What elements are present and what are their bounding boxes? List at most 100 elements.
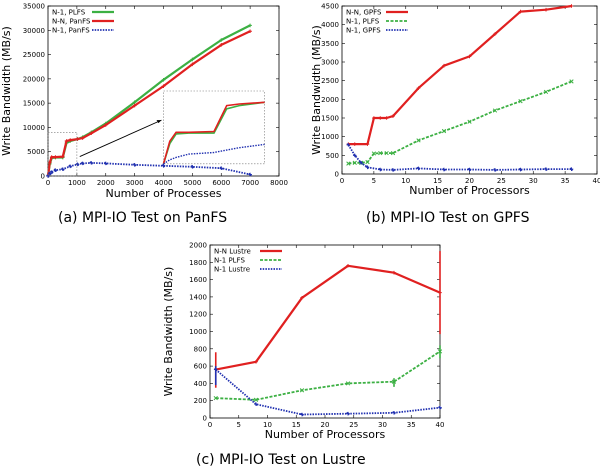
y-tick-label: 3000: [321, 59, 339, 67]
legend-label: N-N Lustre: [214, 248, 251, 256]
x-tick-label: 2000: [97, 179, 115, 187]
data-point: [89, 131, 94, 136]
data-point: [493, 32, 497, 36]
y-tick-label: 10000: [23, 124, 45, 132]
data-point: [384, 116, 389, 120]
x-tick-label: 25: [349, 421, 358, 429]
x-tick-label: 35: [561, 177, 570, 185]
data-point: [161, 164, 166, 168]
data-point: [80, 161, 85, 166]
data-point: [378, 150, 383, 156]
series-line-0: [348, 4, 572, 146]
x-tick-label: 40: [436, 421, 445, 429]
caption-b: (b) MPI-IO Test on GPFS: [366, 210, 530, 226]
data-point: [493, 168, 497, 172]
y-tick-label: 1800: [189, 259, 207, 267]
x-axis-label: Number of Processors: [265, 428, 386, 441]
y-tick-label: 1600: [189, 276, 207, 284]
data-point: [49, 170, 54, 174]
x-axis-label: Number of Processes: [105, 187, 221, 200]
x-tick-label: 5000: [183, 179, 201, 187]
data-point: [254, 359, 258, 364]
data-point: [442, 167, 446, 172]
data-point: [300, 412, 304, 417]
data-point: [132, 163, 137, 167]
data-point: [346, 161, 351, 166]
data-point: [345, 381, 351, 386]
data-point: [60, 167, 65, 171]
series-line-1: [348, 80, 572, 165]
y-tick-label: 2000: [189, 242, 207, 250]
data-point: [53, 155, 58, 159]
data-point: [219, 38, 224, 42]
data-point: [467, 167, 472, 172]
caption-c: (c) MPI-IO Test on Lustre: [196, 452, 366, 468]
x-tick-label: 25: [497, 177, 506, 185]
series-line-2: [215, 368, 441, 416]
legend-label: N-N, GPFS: [346, 9, 382, 17]
data-point: [467, 119, 472, 124]
data-point: [492, 108, 498, 113]
data-point: [299, 388, 305, 393]
data-point: [248, 172, 252, 177]
legend-label: N-1 PLFS: [214, 257, 245, 265]
y-tick-label: 5000: [27, 148, 45, 156]
data-point: [190, 62, 195, 67]
data-point: [75, 137, 80, 141]
x-tick-label: 6000: [212, 179, 230, 187]
x-tick-label: 20: [321, 421, 330, 429]
data-point: [518, 99, 523, 104]
y-axis-label: Write Bandwidth (MB/s): [310, 25, 323, 155]
data-point: [518, 167, 523, 172]
data-point: [390, 150, 396, 156]
data-point: [352, 142, 357, 146]
data-point: [161, 84, 166, 88]
y-tick-label: 400: [194, 380, 207, 388]
data-point: [378, 167, 383, 172]
data-point: [384, 150, 389, 156]
x-tick-label: 7000: [241, 179, 259, 187]
x-tick-label: 10: [263, 421, 272, 429]
series-line-0: [215, 264, 441, 371]
x-tick-label: 0: [46, 179, 50, 187]
data-point: [213, 395, 218, 401]
data-point: [253, 397, 259, 402]
y-tick-label: 0: [335, 171, 339, 179]
arrow-head-icon: [156, 120, 162, 124]
legend-label: N-1, PLFS: [52, 9, 86, 17]
data-point: [442, 63, 446, 68]
data-point: [391, 168, 395, 172]
data-point: [518, 9, 523, 14]
data-point: [132, 100, 137, 104]
y-tick-label: 15000: [23, 100, 45, 108]
x-tick-label: 10: [401, 177, 410, 185]
data-point: [68, 138, 72, 142]
y-tick-label: 1500: [321, 115, 339, 123]
x-tick-label: 0: [340, 177, 344, 185]
chart-2: 0 5 10 15 20 25 30 35 40020040060080010001200140…: [162, 242, 444, 442]
x-tick-label: 0: [208, 421, 212, 429]
data-point: [441, 128, 447, 134]
x-tick-label: 35: [407, 421, 416, 429]
data-point: [64, 139, 69, 143]
data-point: [569, 79, 574, 84]
data-point: [219, 166, 224, 171]
data-point: [359, 161, 363, 165]
data-point: [161, 78, 166, 82]
data-point: [80, 136, 85, 140]
data-point: [544, 167, 548, 171]
data-point: [569, 4, 574, 8]
data-point: [416, 86, 421, 90]
data-point: [190, 57, 195, 62]
y-tick-label: 2500: [321, 77, 339, 85]
zoom-region-box: [47, 131, 78, 177]
data-point: [365, 159, 370, 165]
data-point: [68, 164, 72, 169]
data-point: [543, 89, 549, 95]
data-point: [346, 411, 350, 416]
data-point: [346, 143, 351, 147]
y-tick-label: 0: [41, 173, 45, 181]
data-point: [438, 405, 442, 410]
data-point: [132, 103, 137, 108]
